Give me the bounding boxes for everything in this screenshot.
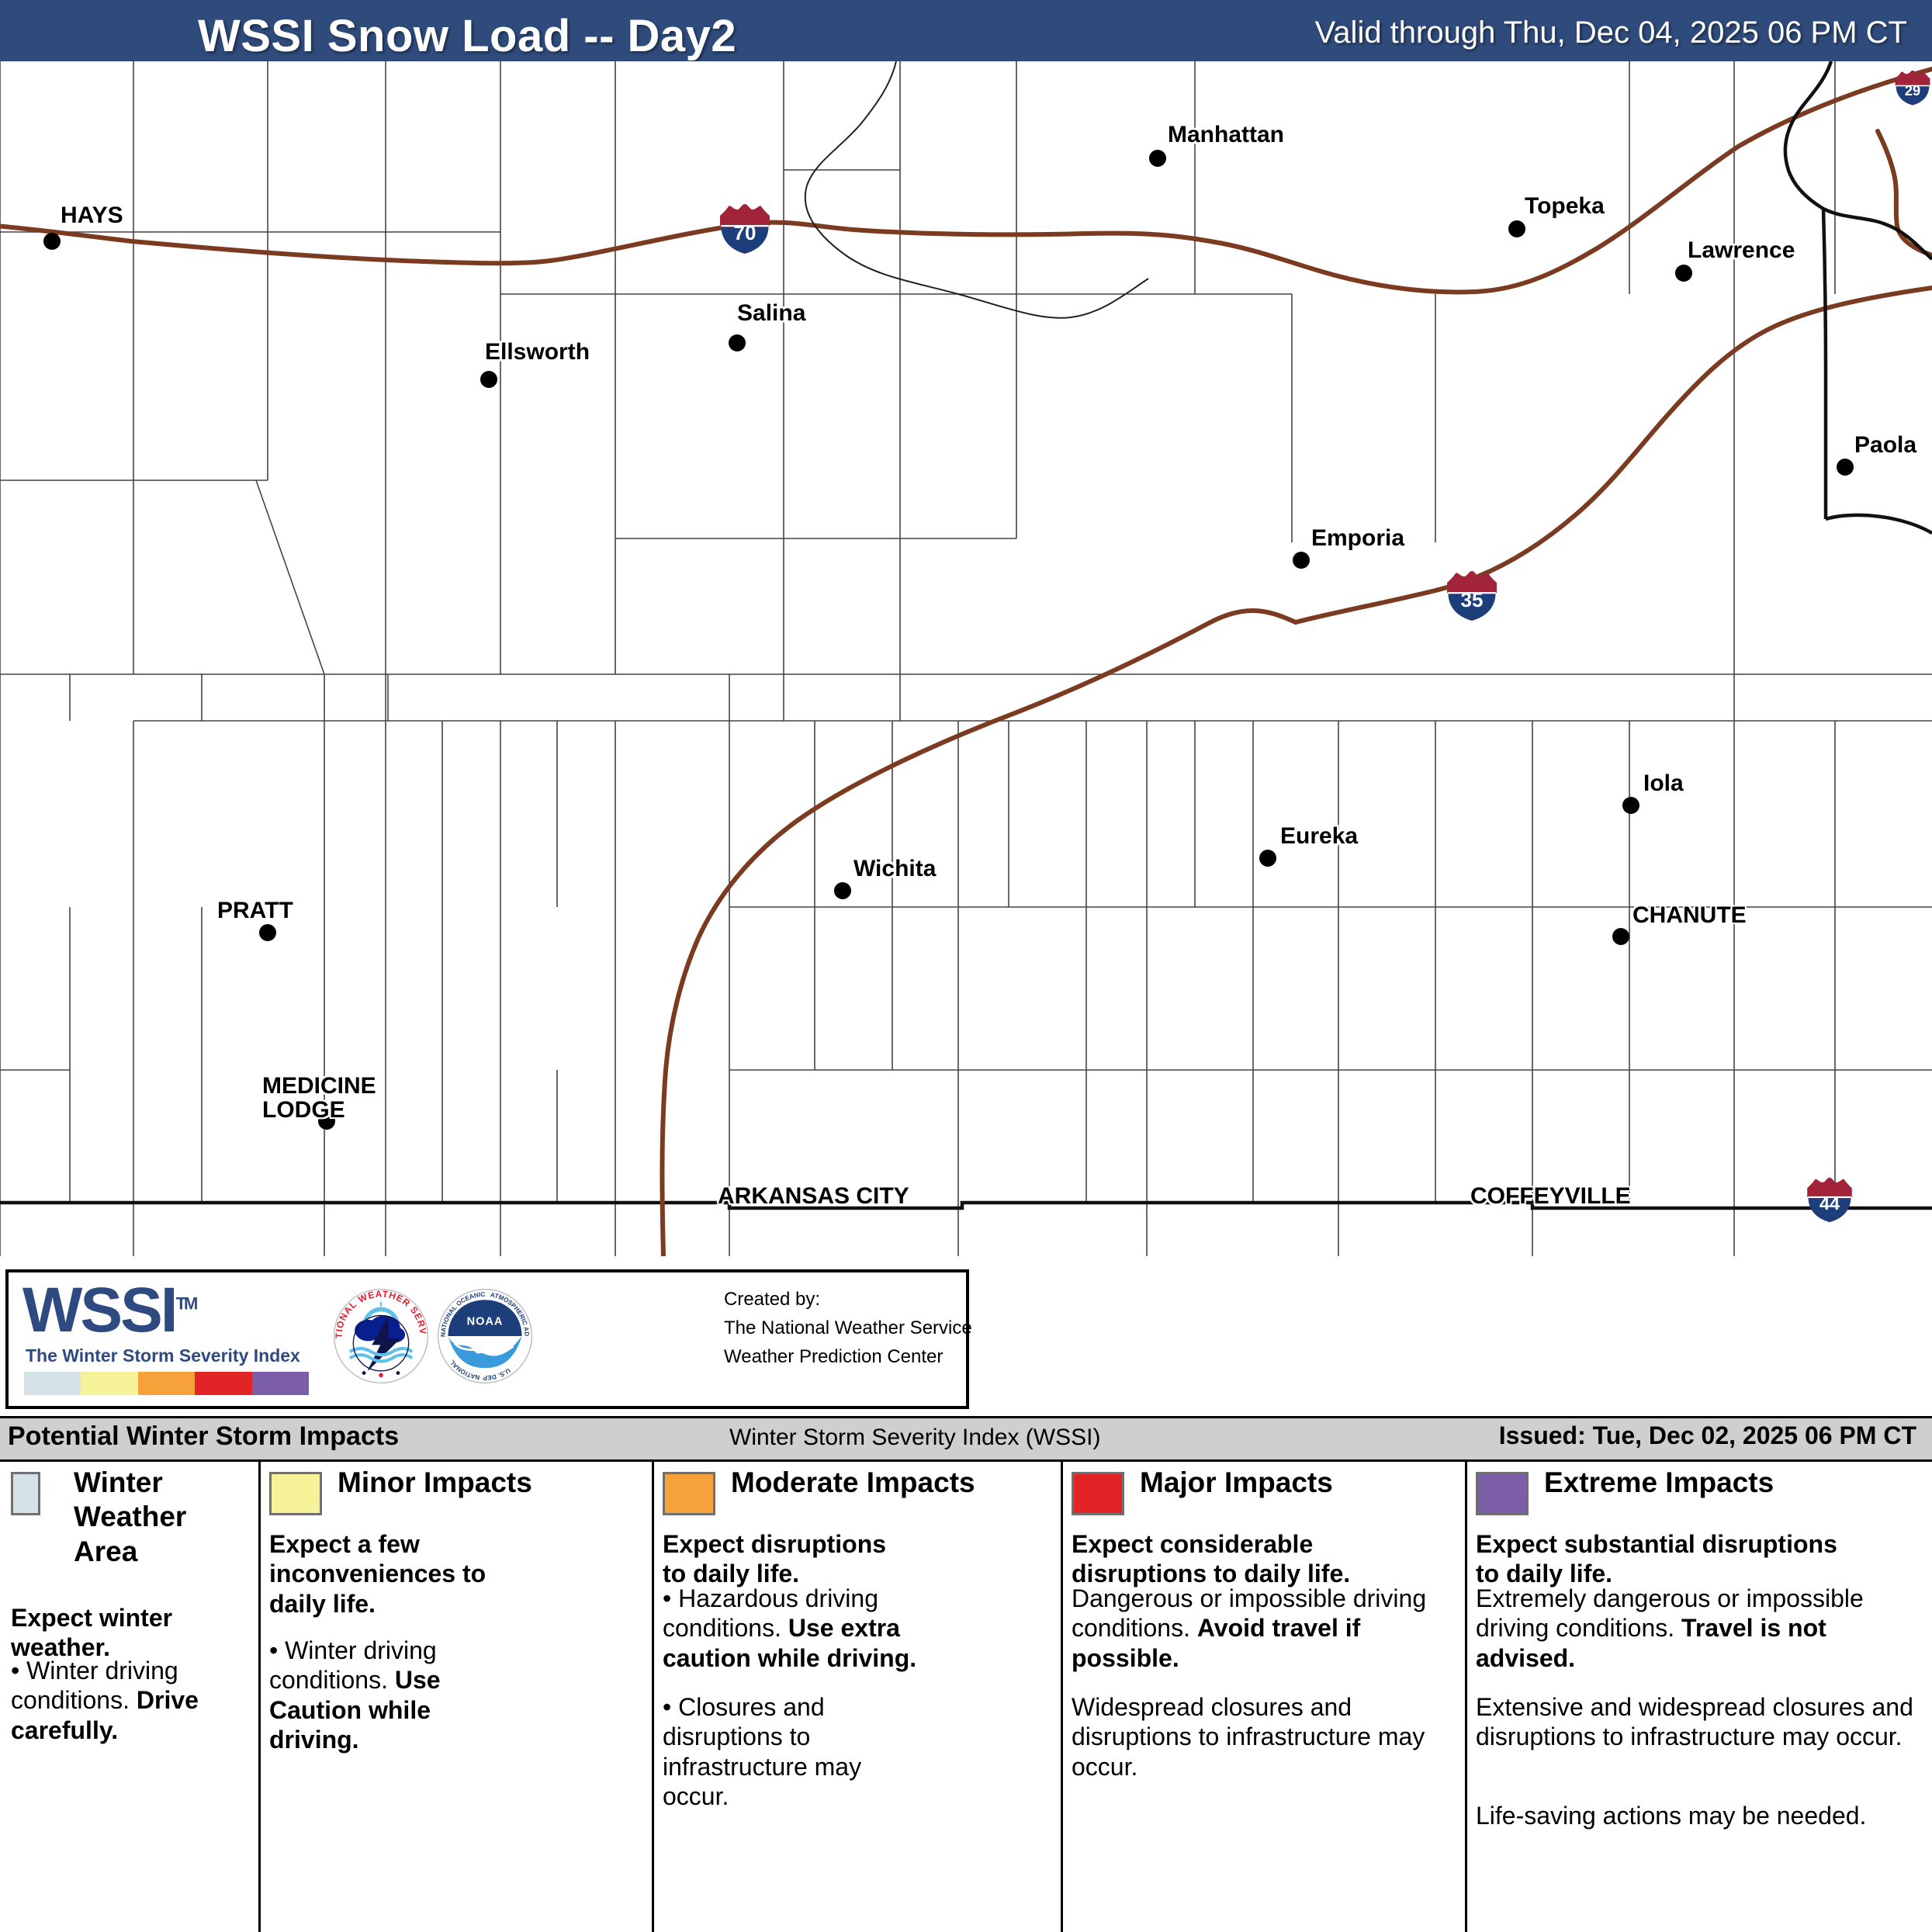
svg-text:44: 44 (1819, 1193, 1840, 1214)
svg-text:70: 70 (734, 221, 757, 244)
svg-text:NOAA: NOAA (467, 1315, 504, 1328)
svg-text:29: 29 (1905, 83, 1920, 99)
svg-text:35: 35 (1461, 588, 1484, 611)
